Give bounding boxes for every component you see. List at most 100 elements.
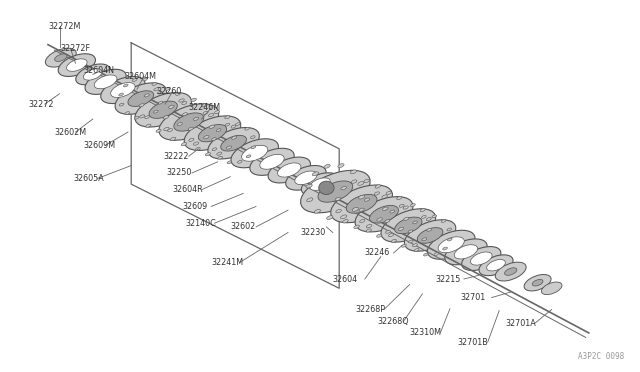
Ellipse shape	[319, 181, 334, 195]
Ellipse shape	[217, 152, 222, 155]
Ellipse shape	[208, 128, 259, 159]
Ellipse shape	[251, 146, 255, 149]
Ellipse shape	[139, 104, 144, 107]
Ellipse shape	[432, 215, 436, 218]
Ellipse shape	[54, 54, 67, 61]
Ellipse shape	[310, 178, 330, 190]
Ellipse shape	[209, 113, 214, 117]
Text: 32241M: 32241M	[211, 258, 243, 267]
Ellipse shape	[212, 138, 216, 141]
Ellipse shape	[399, 204, 404, 207]
Ellipse shape	[426, 218, 431, 221]
Text: 32602: 32602	[230, 222, 255, 231]
Ellipse shape	[335, 197, 340, 201]
Ellipse shape	[395, 217, 422, 234]
Ellipse shape	[358, 195, 365, 199]
Ellipse shape	[301, 173, 339, 196]
Ellipse shape	[445, 239, 487, 265]
Ellipse shape	[189, 138, 194, 141]
Ellipse shape	[422, 238, 427, 241]
Ellipse shape	[132, 78, 137, 81]
Text: 32310M: 32310M	[410, 328, 442, 337]
Ellipse shape	[157, 91, 163, 94]
Ellipse shape	[366, 229, 371, 232]
Ellipse shape	[128, 91, 154, 106]
Text: 32609M: 32609M	[83, 141, 115, 150]
Text: 32140C: 32140C	[186, 219, 216, 228]
Ellipse shape	[164, 127, 169, 131]
Ellipse shape	[124, 84, 128, 87]
Ellipse shape	[441, 219, 446, 222]
Ellipse shape	[413, 221, 417, 224]
Ellipse shape	[125, 112, 130, 115]
Ellipse shape	[495, 262, 526, 281]
Text: 32609: 32609	[182, 202, 207, 211]
Text: 32604: 32604	[333, 275, 358, 283]
Ellipse shape	[355, 197, 413, 232]
Ellipse shape	[158, 101, 163, 104]
Ellipse shape	[232, 136, 237, 139]
Ellipse shape	[231, 125, 236, 128]
Ellipse shape	[115, 83, 166, 114]
Ellipse shape	[209, 125, 214, 128]
Ellipse shape	[45, 48, 76, 67]
Ellipse shape	[420, 209, 425, 212]
Ellipse shape	[156, 129, 161, 132]
Ellipse shape	[175, 92, 180, 95]
Text: 32260: 32260	[157, 87, 182, 96]
Ellipse shape	[336, 209, 341, 213]
Ellipse shape	[331, 185, 392, 223]
Ellipse shape	[524, 275, 551, 291]
Ellipse shape	[401, 244, 406, 247]
Ellipse shape	[225, 123, 230, 126]
Ellipse shape	[135, 93, 191, 127]
Ellipse shape	[204, 135, 209, 139]
Text: 32230: 32230	[301, 228, 326, 237]
Ellipse shape	[324, 164, 330, 168]
Ellipse shape	[212, 148, 217, 151]
Ellipse shape	[366, 224, 372, 228]
Text: 32250: 32250	[166, 169, 192, 177]
Text: 32222: 32222	[163, 152, 189, 161]
Text: 32246: 32246	[365, 248, 390, 257]
Ellipse shape	[318, 181, 353, 202]
Ellipse shape	[111, 83, 135, 97]
Ellipse shape	[403, 206, 408, 209]
Text: 32602M: 32602M	[54, 128, 86, 137]
Ellipse shape	[83, 69, 102, 80]
Ellipse shape	[392, 239, 396, 242]
Ellipse shape	[360, 219, 365, 222]
Text: 32604M: 32604M	[125, 72, 157, 81]
Text: 32604R: 32604R	[173, 185, 204, 194]
Ellipse shape	[165, 87, 170, 90]
Ellipse shape	[214, 110, 220, 114]
Ellipse shape	[470, 252, 492, 265]
Ellipse shape	[434, 253, 438, 256]
Ellipse shape	[447, 228, 452, 231]
Ellipse shape	[58, 54, 95, 77]
Ellipse shape	[202, 103, 207, 107]
Ellipse shape	[382, 195, 387, 198]
Ellipse shape	[461, 247, 501, 270]
Ellipse shape	[198, 125, 227, 142]
Ellipse shape	[246, 155, 251, 158]
Text: 32701A: 32701A	[506, 319, 536, 328]
Ellipse shape	[154, 88, 159, 91]
Ellipse shape	[390, 210, 395, 213]
Ellipse shape	[260, 154, 284, 169]
Ellipse shape	[404, 217, 409, 220]
Ellipse shape	[237, 160, 242, 163]
Ellipse shape	[182, 113, 188, 116]
Ellipse shape	[119, 103, 124, 106]
Ellipse shape	[312, 172, 319, 176]
Ellipse shape	[352, 208, 358, 211]
Ellipse shape	[307, 198, 313, 202]
Ellipse shape	[152, 83, 157, 86]
Ellipse shape	[168, 129, 173, 132]
Ellipse shape	[250, 136, 255, 139]
Ellipse shape	[454, 245, 477, 259]
Ellipse shape	[438, 237, 464, 253]
Text: 32215: 32215	[435, 275, 461, 283]
Ellipse shape	[244, 127, 250, 130]
Ellipse shape	[417, 228, 443, 243]
